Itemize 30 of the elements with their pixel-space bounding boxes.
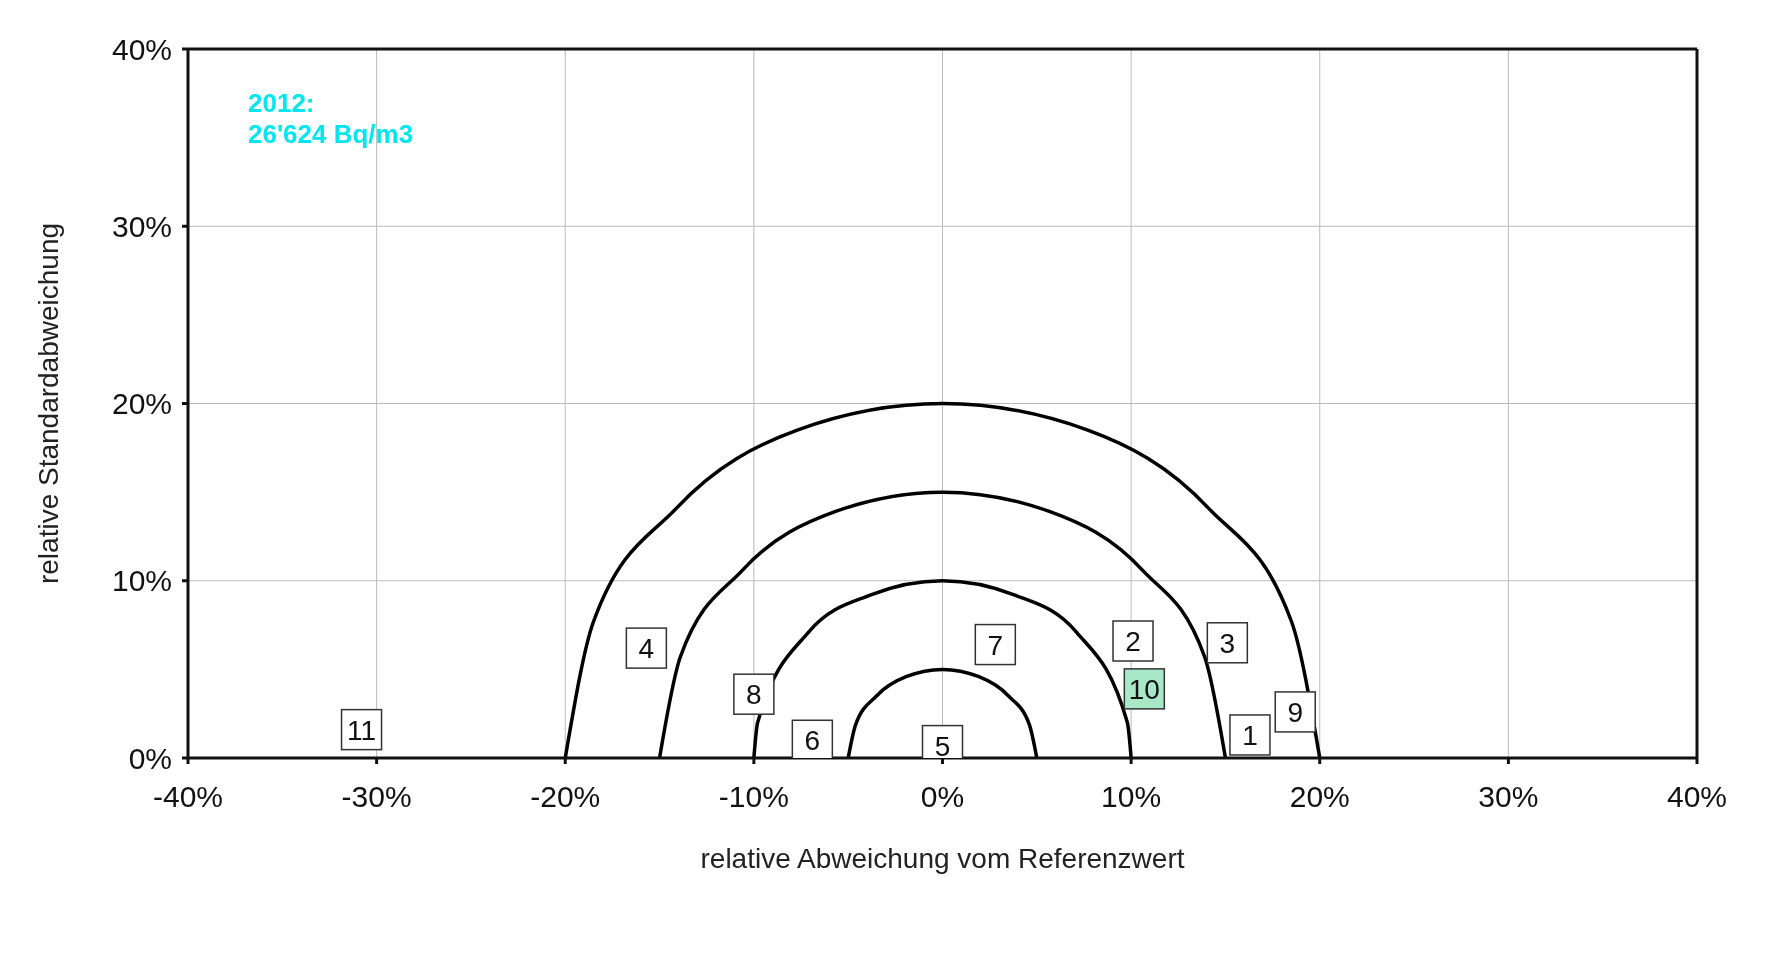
annotation: 8 (746, 679, 762, 711)
annotation: 4 (638, 633, 655, 665)
x-tick-label: 20% (1289, 780, 1350, 814)
annotation: 9 (1287, 696, 1304, 728)
x-tick-label: 30% (1478, 780, 1539, 814)
annotation: 2 (1125, 625, 1141, 657)
x-tick-label: 40% (1666, 780, 1728, 814)
x-tick-label: 0% (920, 780, 965, 814)
x-axis-title: relative Abweichung vom Referenzwert (700, 843, 1185, 874)
x-tick-label: -10% (718, 780, 789, 814)
y-tick-label: 20% (111, 387, 172, 421)
x-tick-label: -20% (530, 780, 601, 814)
annotation: 2012: 26'624 Bq/m3 (248, 88, 414, 151)
annotation: 1 (1242, 719, 1258, 751)
line-series (846, 667, 1039, 758)
y-tick-label: 40% (111, 32, 172, 66)
y-tick-label: 0% (128, 741, 172, 775)
annotation: 5 (934, 730, 951, 762)
x-tick-label: -40% (152, 780, 224, 814)
annotation: 10 (1128, 673, 1160, 705)
line-series (563, 401, 1322, 758)
annotation: 3 (1219, 627, 1236, 659)
y-tick-label: 30% (111, 209, 172, 243)
annotation: 11 (347, 714, 377, 746)
y-axis-title: relative Standardabweichung (32, 222, 64, 585)
x-tick-label: 10% (1101, 780, 1162, 814)
annotation: 7 (987, 629, 1004, 661)
y-tick-label: 10% (111, 564, 172, 598)
annotation: 6 (804, 725, 821, 757)
x-tick-label: -30% (341, 780, 412, 814)
